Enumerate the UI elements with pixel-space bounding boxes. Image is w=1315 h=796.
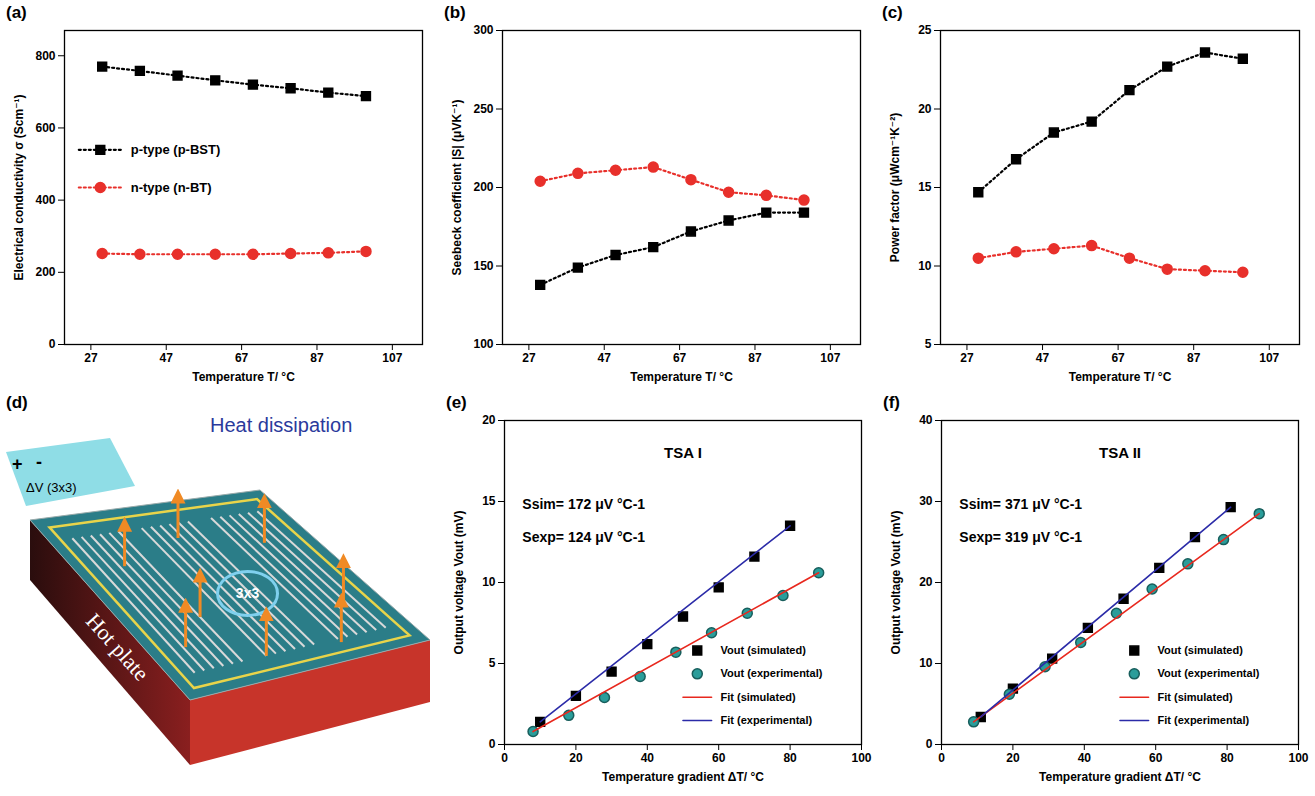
svg-text:80: 80 bbox=[783, 751, 797, 765]
svg-text:Temperature T/ °C: Temperature T/ °C bbox=[1069, 370, 1172, 384]
svg-text:Temperature T/ °C: Temperature T/ °C bbox=[192, 370, 295, 384]
svg-text:p-type (p-BST): p-type (p-BST) bbox=[131, 142, 221, 157]
svg-text:Vout (simulated): Vout (simulated) bbox=[720, 644, 806, 656]
svg-text:27: 27 bbox=[84, 351, 98, 365]
svg-text:10: 10 bbox=[482, 575, 496, 589]
svg-text:27: 27 bbox=[522, 351, 536, 365]
svg-text:20: 20 bbox=[919, 575, 933, 589]
html-text:(f): (f) bbox=[883, 393, 900, 412]
svg-text:Seebeck coefficient |S| (μVK⁻¹: Seebeck coefficient |S| (μVK⁻¹) bbox=[450, 100, 464, 276]
svg-text:67: 67 bbox=[673, 351, 687, 365]
svg-text:Ssim= 172 μV °C-1: Ssim= 172 μV °C-1 bbox=[522, 496, 645, 512]
svg-text:60: 60 bbox=[1149, 751, 1163, 765]
svg-text:Temperature gradient ΔT/ °C: Temperature gradient ΔT/ °C bbox=[1039, 770, 1201, 784]
svg-text:0: 0 bbox=[501, 751, 508, 765]
svg-text:100: 100 bbox=[851, 751, 871, 765]
html-text:(b): (b) bbox=[444, 3, 466, 22]
svg-text:107: 107 bbox=[382, 351, 402, 365]
svg-text:Fit (simulated): Fit (simulated) bbox=[1157, 691, 1233, 703]
html-text:(c): (c) bbox=[882, 3, 903, 22]
svg-text:15: 15 bbox=[918, 180, 932, 194]
svg-text:47: 47 bbox=[598, 351, 612, 365]
svg-text:30: 30 bbox=[919, 494, 933, 508]
svg-text:67: 67 bbox=[1111, 351, 1125, 365]
svg-text:40: 40 bbox=[1078, 751, 1092, 765]
svg-text:20: 20 bbox=[918, 102, 932, 116]
svg-text:Vout (experimental): Vout (experimental) bbox=[720, 667, 822, 679]
svg-text:10: 10 bbox=[919, 656, 933, 670]
svg-text:0: 0 bbox=[489, 737, 496, 751]
svg-text:100: 100 bbox=[473, 337, 493, 351]
svg-text:107: 107 bbox=[820, 351, 840, 365]
html-text:(a): (a) bbox=[6, 3, 27, 22]
svg-text:27: 27 bbox=[960, 351, 974, 365]
svg-text:250: 250 bbox=[473, 102, 493, 116]
html-text:(e): (e) bbox=[446, 393, 467, 412]
svg-text:Temperature gradient ΔT/ °C: Temperature gradient ΔT/ °C bbox=[602, 770, 764, 784]
svg-text:0: 0 bbox=[938, 751, 945, 765]
svg-text:Fit (experimental): Fit (experimental) bbox=[720, 714, 812, 726]
svg-text:Sexp= 319 μV °C-1: Sexp= 319 μV °C-1 bbox=[959, 529, 1082, 545]
svg-text:n-type (n-BT): n-type (n-BT) bbox=[131, 180, 212, 195]
svg-text:20: 20 bbox=[569, 751, 583, 765]
svg-text:TSA II: TSA II bbox=[1099, 444, 1141, 461]
svg-text:5: 5 bbox=[925, 337, 932, 351]
svg-text:15: 15 bbox=[482, 494, 496, 508]
svg-text:0: 0 bbox=[49, 337, 56, 351]
svg-text:TSA I: TSA I bbox=[664, 444, 702, 461]
svg-text:Vout (simulated): Vout (simulated) bbox=[1157, 644, 1243, 656]
svg-text:40: 40 bbox=[919, 413, 933, 427]
svg-text:ΔV (3x3): ΔV (3x3) bbox=[26, 480, 77, 495]
svg-text:Output voltage Vout (mV): Output voltage Vout (mV) bbox=[452, 511, 466, 655]
svg-text:800: 800 bbox=[35, 49, 55, 63]
svg-text:Output voltage Vout (mV): Output voltage Vout (mV) bbox=[889, 511, 903, 655]
svg-text:5: 5 bbox=[489, 656, 496, 670]
svg-text:3x3: 3x3 bbox=[236, 585, 260, 601]
svg-text:Heat dissipation: Heat dissipation bbox=[210, 414, 352, 436]
svg-text:150: 150 bbox=[473, 259, 493, 273]
svg-text:80: 80 bbox=[1220, 751, 1234, 765]
svg-text:25: 25 bbox=[918, 23, 932, 37]
svg-text:Fit (simulated): Fit (simulated) bbox=[720, 691, 796, 703]
svg-text:Hot plate: Hot plate bbox=[81, 608, 155, 686]
svg-text:20: 20 bbox=[482, 413, 496, 427]
svg-text:Ssim= 371 μV °C-1: Ssim= 371 μV °C-1 bbox=[959, 496, 1082, 512]
svg-text:0: 0 bbox=[926, 737, 933, 751]
svg-text:Vout (experimental): Vout (experimental) bbox=[1157, 667, 1259, 679]
svg-text:67: 67 bbox=[235, 351, 249, 365]
svg-text:47: 47 bbox=[1036, 351, 1050, 365]
svg-text:+: + bbox=[12, 454, 23, 474]
svg-text:300: 300 bbox=[473, 23, 493, 37]
svg-text:200: 200 bbox=[35, 265, 55, 279]
svg-text:20: 20 bbox=[1006, 751, 1020, 765]
svg-text:40: 40 bbox=[641, 751, 655, 765]
svg-text:-: - bbox=[36, 452, 42, 472]
html-text:(d): (d) bbox=[6, 393, 28, 412]
svg-text:47: 47 bbox=[160, 351, 174, 365]
svg-text:400: 400 bbox=[35, 193, 55, 207]
svg-text:87: 87 bbox=[748, 351, 762, 365]
svg-text:87: 87 bbox=[1187, 351, 1201, 365]
svg-text:600: 600 bbox=[35, 121, 55, 135]
svg-text:Fit (experimental): Fit (experimental) bbox=[1157, 714, 1249, 726]
svg-text:Temperature T/ °C: Temperature T/ °C bbox=[630, 370, 733, 384]
svg-text:Sexp= 124 μV °C-1: Sexp= 124 μV °C-1 bbox=[522, 529, 645, 545]
svg-text:107: 107 bbox=[1259, 351, 1279, 365]
svg-text:200: 200 bbox=[473, 180, 493, 194]
svg-text:10: 10 bbox=[918, 259, 932, 273]
svg-text:87: 87 bbox=[310, 351, 324, 365]
svg-text:Electrical conductivity σ (Scm: Electrical conductivity σ (Scm⁻¹) bbox=[12, 95, 26, 281]
svg-text:100: 100 bbox=[1288, 751, 1308, 765]
svg-text:Power factor (μWcm⁻¹K⁻²): Power factor (μWcm⁻¹K⁻²) bbox=[888, 113, 902, 262]
svg-text:60: 60 bbox=[712, 751, 726, 765]
